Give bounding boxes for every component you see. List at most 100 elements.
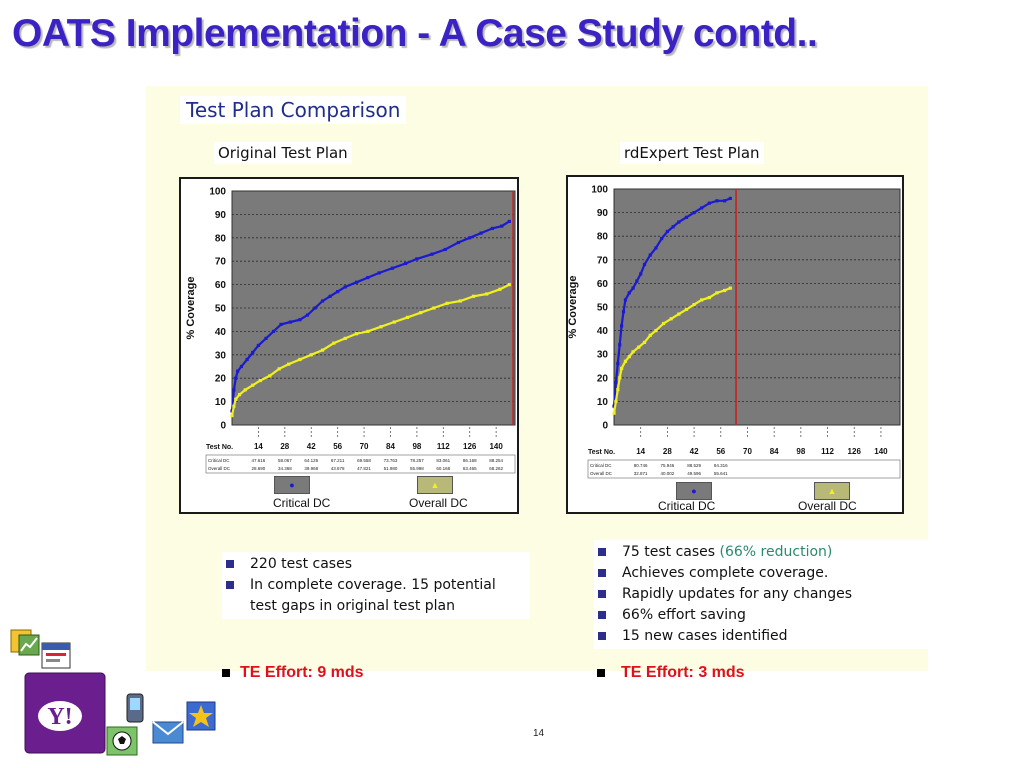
series-point [271, 329, 276, 333]
square-bullet-icon [598, 569, 606, 577]
y-tick-label: 70 [597, 255, 609, 266]
y-tick-label: 0 [220, 421, 226, 432]
series-point [642, 340, 647, 344]
series-point [232, 404, 236, 408]
right-bullet-highlight: (66% reduction) [719, 544, 833, 560]
series-point [635, 279, 639, 283]
right-legend-critical-label: Critical DC [658, 499, 716, 513]
series-point [665, 229, 669, 234]
x-tick-label: 98 [796, 447, 805, 456]
mail-icon [152, 719, 184, 745]
series-point [320, 348, 325, 352]
series-point [468, 236, 472, 240]
series-point [298, 357, 302, 362]
series-point [430, 252, 434, 256]
series-point [354, 332, 359, 336]
y-axis-label: % Coverage [185, 277, 197, 340]
series-point [251, 383, 255, 387]
data-table-cell: 63.465 [463, 466, 477, 471]
data-table-cell: 68.262 [489, 466, 503, 471]
x-tick-label: 126 [848, 447, 862, 456]
data-table-row-label: Overall DC [208, 466, 231, 471]
left-legend-overall-swatch: ▲ [417, 476, 453, 494]
calendar-icon [41, 641, 71, 669]
series-point [479, 231, 483, 235]
right-legend-overall-label: Overall DC [798, 499, 857, 513]
star-icon [186, 701, 216, 731]
series-point [332, 341, 336, 345]
y-tick-label: 90 [597, 208, 609, 219]
series-point [722, 288, 727, 293]
left-effort-text: TE Effort: 9 mds [240, 664, 364, 681]
y-axis-label: % Coverage [568, 276, 579, 339]
right-bullet-item: Rapidly updates for any changes [598, 584, 928, 605]
section-heading: Test Plan Comparison [180, 96, 407, 124]
series-point [700, 206, 704, 210]
series-line [612, 287, 731, 414]
data-table-cell: 47.616 [252, 458, 266, 463]
y-tick-label: 50 [597, 303, 609, 314]
x-tick-label: 42 [307, 442, 316, 451]
page-number: 14 [533, 728, 545, 739]
y-tick-label: 40 [215, 327, 227, 338]
left-bullet-item: In complete coverage. 15 potential test … [226, 575, 526, 617]
series-point [612, 404, 616, 408]
left-chart-svg: 0 10 20 30 40 50 60 70 80 90 100 14 28 42 56 70 84 98 112 1… [185, 187, 516, 474]
data-table-cell: 64.125 [304, 458, 318, 463]
series-point [620, 324, 624, 328]
right-chart: 0 10 20 30 40 50 60 70 80 90 100 14 28 42 56 70 84 98 112 1… [566, 175, 904, 514]
series-point [614, 399, 618, 403]
series-point [236, 369, 240, 373]
data-table-row-label: Critical DC [208, 458, 230, 463]
y-tick-label: 20 [215, 374, 227, 385]
series-point [343, 336, 347, 341]
x-tick-label: 56 [333, 442, 342, 451]
series-point [642, 262, 647, 267]
right-plan-heading: rdExpert Test Plan [620, 142, 764, 164]
plot-area [613, 188, 901, 426]
yahoo-logo-icon: Y! [24, 672, 106, 754]
left-legend-overall-label: Overall DC [409, 496, 468, 510]
series-point [245, 357, 249, 362]
series-point [405, 315, 410, 319]
x-tick-label: 98 [412, 442, 421, 451]
series-point [715, 199, 719, 203]
y-tick-label: 30 [597, 350, 609, 361]
series-point [728, 286, 732, 290]
data-table-row-label: Overall DC [590, 471, 613, 476]
series-point [616, 362, 620, 366]
y-tick-label: 10 [597, 397, 609, 408]
series-point [234, 397, 238, 401]
left-bullet-text: 220 test cases [250, 556, 352, 572]
series-point [677, 220, 681, 224]
x-tick-label: 112 [821, 447, 834, 456]
series-point [230, 414, 234, 418]
mobile-phone-icon [120, 693, 150, 723]
left-bullet-list: 220 test cases In complete coverage. 15 p… [222, 552, 530, 619]
y-tick-label: 70 [215, 257, 227, 268]
right-bullet-text: 15 new cases identified [622, 628, 788, 644]
data-table-cell: 43.678 [331, 466, 345, 471]
series-point [684, 215, 689, 219]
series-point [722, 199, 727, 203]
series-point [618, 376, 622, 380]
data-table-cell: 80.746 [634, 463, 648, 468]
right-legend-critical-swatch: ● [676, 482, 712, 500]
series-point [707, 201, 711, 205]
data-table-cell: 83.061 [436, 458, 450, 463]
series-point [309, 353, 313, 357]
series-point [313, 306, 317, 310]
data-table-cell: 28.690 [252, 466, 266, 471]
series-point [669, 317, 673, 321]
left-legend-critical-swatch: ● [274, 476, 310, 494]
y-tick-label: 30 [215, 350, 227, 361]
series-point [366, 275, 370, 280]
overall-triangle-icon: ▲ [827, 486, 837, 496]
y-tick-label: 0 [602, 421, 608, 432]
series-line [230, 283, 510, 416]
series-point [287, 362, 291, 366]
y-tick-label: 40 [597, 326, 609, 337]
square-bullet-icon [598, 548, 606, 556]
series-point [654, 329, 658, 333]
x-tick-label: 28 [663, 447, 672, 456]
